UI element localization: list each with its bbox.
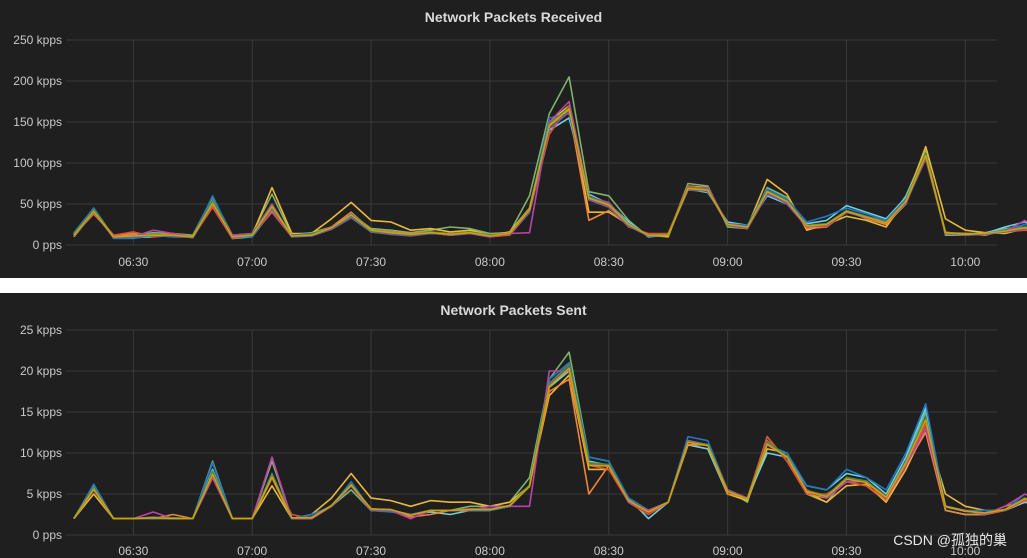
x-tick-label: 10:00	[950, 544, 980, 558]
sent-chart: 25 kpps 20 kpps 15 kpps 10 kpps 5 kpps 0 pps 0…	[20, 323, 1027, 558]
x-tick-label: 10:00	[950, 255, 980, 269]
chart-title[interactable]: Network Packets Sent	[440, 302, 587, 318]
y-tick-label: 50 kpps	[20, 197, 62, 211]
y-tick-label: 20 kpps	[20, 364, 62, 378]
x-tick-label: 06:30	[118, 544, 148, 558]
x-tick-label: 06:30	[118, 255, 148, 269]
x-tick-label: 07:30	[356, 255, 386, 269]
x-tick-label: 08:00	[475, 544, 505, 558]
y-tick-label: 0 pps	[33, 528, 62, 542]
x-tick-label: 08:30	[594, 544, 624, 558]
x-tick-label: 08:00	[475, 255, 505, 269]
x-tick-label: 09:00	[713, 255, 743, 269]
y-tick-label: 5 kpps	[27, 487, 62, 501]
series-line[interactable]	[73, 367, 1027, 520]
x-tick-label: 09:30	[831, 544, 861, 558]
sent-panel: Network Packets Sent 25 kpps 20 kpps 15 kp…	[0, 293, 1027, 558]
x-tick-label: 07:30	[356, 544, 386, 558]
y-tick-label: 25 kpps	[20, 323, 62, 337]
y-tick-label: 250 kpps	[13, 33, 62, 47]
y-tick-label: 15 kpps	[20, 405, 62, 419]
x-tick-label: 08:30	[594, 255, 624, 269]
x-tick-label: 07:00	[237, 255, 267, 269]
y-tick-label: 10 kpps	[20, 446, 62, 460]
x-tick-label: 07:00	[237, 544, 267, 558]
y-tick-label: 150 kpps	[13, 115, 62, 129]
received-panel: Network Packets Received 250 kpps 200 kpp…	[0, 0, 1027, 278]
x-tick-label: 09:00	[713, 544, 743, 558]
series-line[interactable]	[73, 108, 1027, 238]
y-tick-label: 200 kpps	[13, 74, 62, 88]
received-chart: 250 kpps 200 kpps 150 kpps 100 kpps 50 kpps 0…	[13, 33, 1027, 269]
x-tick-label: 09:30	[831, 255, 861, 269]
y-tick-label: 0 pps	[33, 238, 62, 252]
chart-title[interactable]: Network Packets Received	[424, 9, 603, 25]
y-tick-label: 100 kpps	[13, 156, 62, 170]
watermark: CSDN @孤独的巢	[893, 532, 1007, 548]
